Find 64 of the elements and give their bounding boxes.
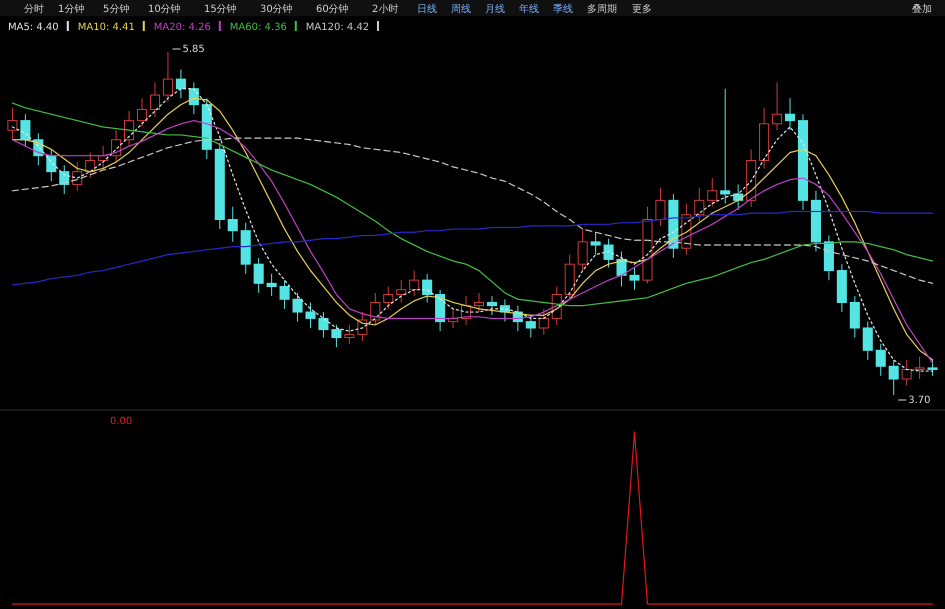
- text: 0.00: [110, 416, 132, 427]
- text: 5分钟: [103, 3, 130, 15]
- candlestick: [629, 266, 640, 290]
- text: 15分钟: [204, 3, 237, 15]
- legend-label: MA60: 4.36: [230, 22, 287, 33]
- candlestick: [20, 114, 30, 147]
- candlestick: [486, 296, 497, 316]
- candlestick: [254, 257, 264, 294]
- candlestick: [344, 324, 354, 344]
- candlestick: [590, 232, 601, 256]
- legend-label: MA20: 4.26: [154, 22, 211, 33]
- candlestick: [331, 324, 342, 348]
- candlestick: [176, 69, 186, 99]
- text: 月线: [485, 3, 505, 15]
- text: 叠加: [912, 3, 932, 15]
- legend-label: MA10: 4.41: [78, 22, 135, 33]
- candlestick: [876, 343, 886, 376]
- text: 季线: [553, 3, 573, 15]
- candlestick: [772, 82, 782, 131]
- candlestick: [396, 280, 406, 303]
- candlestick: [409, 270, 420, 297]
- candlestick: [474, 292, 484, 313]
- text: 分时: [24, 3, 44, 15]
- text: 年线: [519, 3, 539, 15]
- candlestick: [305, 302, 316, 328]
- candlestick: [655, 187, 666, 226]
- candlestick: [526, 314, 536, 338]
- candlestick: [888, 359, 899, 396]
- text: 日线: [417, 3, 437, 15]
- candlestick: [720, 88, 730, 204]
- text: 周线: [451, 3, 471, 15]
- annotation: 3.70: [908, 395, 930, 406]
- candlestick: [280, 280, 290, 310]
- text: 更多: [632, 3, 652, 15]
- candlestick: [928, 359, 938, 376]
- candlestick: [7, 107, 18, 140]
- candlestick: [59, 164, 70, 194]
- candlestick: [784, 98, 796, 131]
- candlestick: [228, 206, 238, 242]
- annotation: 5.85: [182, 44, 205, 55]
- candlestick: [694, 187, 704, 224]
- text: 60分钟: [316, 3, 349, 15]
- candlestick: [266, 273, 277, 297]
- candlestick: [383, 286, 394, 310]
- candlestick: [914, 356, 925, 380]
- legend-label: MA120: 4.42: [306, 22, 370, 33]
- candlestick: [318, 312, 328, 338]
- candlestick: [578, 228, 588, 272]
- candlestick: [902, 359, 912, 386]
- text: 1分钟: [58, 3, 84, 15]
- candlestick: [707, 178, 718, 208]
- text: 30分钟: [260, 3, 293, 15]
- candlestick: [538, 308, 549, 335]
- candlestick: [862, 321, 873, 360]
- candlestick: [162, 52, 173, 102]
- candlestick: [292, 292, 303, 322]
- text: 多周期: [587, 3, 617, 15]
- legend-label: MA5: 4.40: [8, 22, 59, 33]
- candlestick: [136, 98, 148, 128]
- candlestick: [150, 82, 160, 118]
- text: 10分钟: [148, 3, 181, 15]
- candlestick: [604, 238, 614, 268]
- candlestick: [422, 273, 432, 303]
- text: 2小时: [372, 3, 398, 15]
